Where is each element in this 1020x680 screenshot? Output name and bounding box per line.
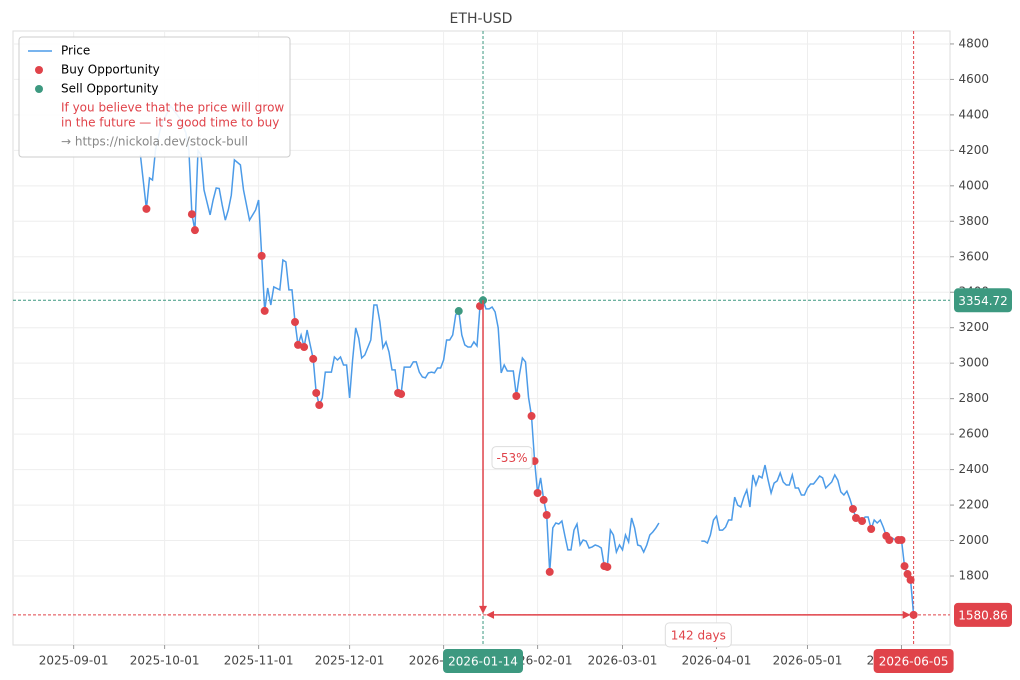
signal-point — [187, 210, 196, 219]
signal-point — [533, 489, 542, 498]
arrow-head — [486, 610, 495, 619]
signal-point — [851, 514, 860, 523]
signal-point — [858, 517, 867, 526]
x-tick-label: 2026-03-01 — [588, 654, 658, 668]
signal-point — [545, 567, 554, 576]
legend-note: in the future — it's good time to buy — [61, 116, 279, 130]
price-line — [139, 104, 660, 572]
v-line-label-box — [873, 649, 954, 673]
y-tick-label: 4000 — [958, 178, 989, 192]
y-tick-label: 4600 — [958, 72, 989, 86]
signal-point — [454, 307, 463, 316]
price-line — [701, 464, 915, 615]
x-tick-label: 2025-11-01 — [224, 654, 294, 668]
h-line-label-box — [954, 288, 1012, 313]
legend-link: → https://nickola.dev/stock-bull — [61, 135, 248, 149]
legend-label: Price — [61, 44, 90, 58]
x-tick-label: 2026-04-01 — [682, 654, 752, 668]
arrow-head — [479, 605, 488, 614]
duration-label: 142 days — [671, 628, 726, 642]
legend-label: Buy Opportunity — [61, 63, 160, 77]
arrow-head — [902, 610, 911, 619]
signal-point — [848, 504, 857, 513]
signal-point — [257, 251, 266, 260]
y-tick-label: 2200 — [958, 498, 989, 512]
legend-note: If you believe that the price will grow — [61, 101, 284, 115]
y-tick-label: 2600 — [958, 427, 989, 441]
signal-point — [291, 318, 300, 327]
x-tick-label: 2026-05-01 — [773, 654, 843, 668]
y-tick-label: 4200 — [958, 143, 989, 157]
signal-point — [309, 354, 318, 363]
signal-point — [909, 610, 918, 619]
legend-swatch — [35, 66, 43, 74]
x-tick-label: 2025-10-01 — [130, 654, 200, 668]
signal-point — [603, 562, 612, 571]
y-tick-label: 2000 — [958, 533, 989, 547]
signal-point — [260, 306, 269, 315]
change-label-box — [491, 446, 533, 470]
x-tick-label: 2025-12-01 — [315, 654, 385, 668]
v-line-label-box — [443, 649, 524, 673]
y-tick-label: 2800 — [958, 391, 989, 405]
change-label: -53% — [497, 451, 528, 465]
y-tick-label: 2400 — [958, 462, 989, 476]
signal-point — [300, 343, 309, 352]
signal-point — [900, 562, 909, 571]
y-tick-label: 4800 — [958, 36, 989, 50]
signal-point — [312, 388, 321, 397]
y-tick-label: 3000 — [958, 356, 989, 370]
signal-point — [512, 391, 521, 400]
legend-label: Sell Opportunity — [61, 82, 159, 96]
v-line-label: 2026-06-05 — [879, 655, 949, 669]
legend-box — [18, 36, 291, 158]
h-line-label-box — [954, 602, 1012, 627]
signal-point — [539, 495, 548, 504]
signal-point — [867, 525, 876, 534]
duration-label-box — [664, 622, 732, 648]
v-line-label: 2026-01-14 — [448, 655, 518, 669]
y-tick-label: 3800 — [958, 214, 989, 228]
signal-point — [397, 390, 406, 399]
chart-title: ETH-USD — [450, 11, 513, 27]
legend-swatch — [35, 85, 43, 93]
h-line-label: 1580.86 — [958, 608, 1008, 622]
signal-point — [527, 412, 536, 421]
signal-point — [294, 340, 303, 349]
h-line-label: 3354.72 — [958, 294, 1008, 308]
y-tick-label: 1800 — [958, 569, 989, 583]
y-tick-label: 3200 — [958, 320, 989, 334]
x-tick-label: 2025-09-01 — [39, 654, 109, 668]
signal-point — [906, 575, 915, 584]
plot-frame — [12, 30, 951, 646]
signal-point — [542, 510, 551, 519]
signal-point — [897, 536, 906, 545]
signal-point — [190, 226, 199, 235]
y-tick-label: 4400 — [958, 107, 989, 121]
signal-point — [885, 536, 894, 545]
signal-point — [315, 401, 324, 410]
y-tick-label: 3600 — [958, 249, 989, 263]
signal-point — [142, 204, 151, 213]
signal-point — [530, 457, 539, 466]
